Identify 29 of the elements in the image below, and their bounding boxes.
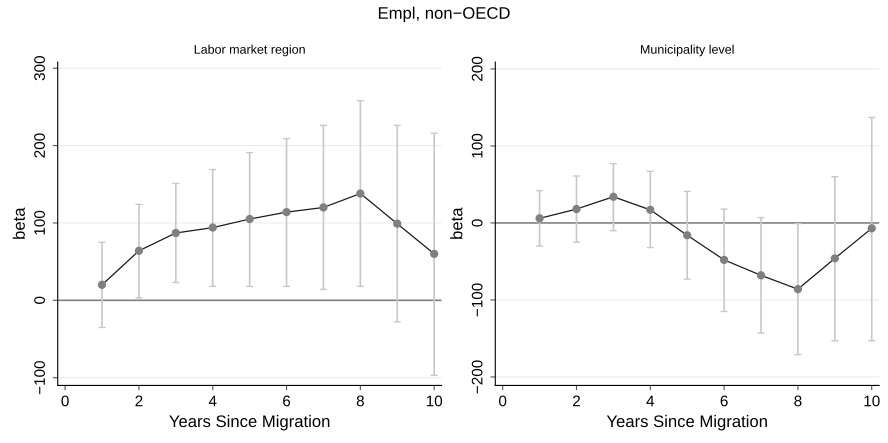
y-tick-label: 100 [472,134,483,158]
y-tick-label: 0 [34,296,45,304]
y-tick-label: 300 [34,56,45,80]
x-tick-label: 2 [573,396,580,406]
text: Empl, non−OECD [378,6,510,22]
x-tick-label: 2 [135,396,142,406]
y-tick-label: 200 [34,133,45,158]
x-tick-label: 6 [720,396,728,406]
y-tick-label: 200 [472,56,483,81]
y-tick-label: −100 [34,361,45,394]
x-tick-label: 8 [794,396,802,406]
y-tick-label: 100 [34,210,45,235]
x-tick-label: 0 [499,396,506,406]
x-tick-label: 4 [646,396,654,406]
x-tick-label: 0 [61,396,69,406]
x-tick-label: 4 [208,396,217,406]
chart-title: Labor market region [194,44,305,56]
x-axis-title: Years Since Migration [169,414,330,430]
y-tick-label: −200 [472,360,483,394]
chart-title: Municipality level [640,44,734,56]
y-tick-label: −100 [472,283,483,316]
y-axis-title: beta [450,207,462,239]
x-tick-label: 10 [426,396,442,406]
y-axis-title: beta [12,207,25,239]
x-axis-title: Years Since Migration [606,414,767,430]
x-tick-label: 8 [356,396,364,406]
x-tick-label: 6 [283,396,290,406]
y-tick-label: 0 [472,219,483,227]
x-tick-label: 10 [864,396,880,406]
